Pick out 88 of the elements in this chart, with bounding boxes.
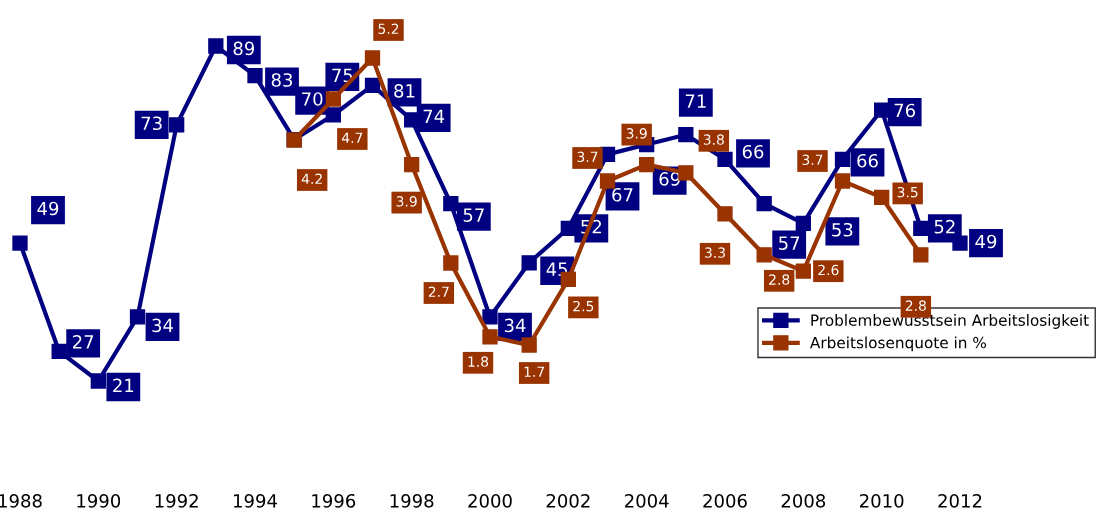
data-label: 3.5 bbox=[897, 186, 918, 198]
data-label: 2.6 bbox=[818, 264, 839, 276]
data-label: 3.3 bbox=[705, 247, 725, 258]
data-label: 2.5 bbox=[573, 300, 594, 312]
data-label: 34 bbox=[152, 318, 173, 333]
data-label: 89 bbox=[233, 41, 255, 56]
legend-label: Problembewusstsein Arbeitslosigkeit bbox=[811, 314, 1089, 329]
data-label: 57 bbox=[463, 208, 484, 222]
data-label: 53 bbox=[832, 222, 853, 237]
point bbox=[834, 173, 851, 189]
data-label: 3.9 bbox=[396, 196, 417, 207]
point bbox=[795, 215, 811, 231]
data-label: 73 bbox=[141, 116, 162, 131]
point bbox=[678, 165, 694, 181]
point bbox=[756, 196, 772, 212]
x-tick-label: 1992 bbox=[155, 493, 198, 508]
data-label: 21 bbox=[113, 378, 134, 392]
data-label: 1.7 bbox=[524, 366, 545, 377]
x-tick-label: 2012 bbox=[938, 493, 982, 508]
data-label: 66 bbox=[742, 144, 764, 159]
x-tick-label: 2000 bbox=[468, 493, 512, 508]
point bbox=[913, 220, 929, 236]
point bbox=[834, 151, 851, 167]
point bbox=[639, 156, 655, 173]
data-label: 4.2 bbox=[301, 173, 322, 184]
data-label: 81 bbox=[394, 83, 415, 98]
data-label: 3.7 bbox=[802, 154, 823, 166]
point bbox=[795, 263, 811, 279]
data-label: 57 bbox=[779, 236, 800, 250]
data-label: 3.8 bbox=[703, 134, 724, 145]
point bbox=[364, 50, 381, 66]
point bbox=[482, 309, 498, 325]
data-label: 52 bbox=[934, 219, 955, 234]
data-label: 83 bbox=[271, 73, 293, 87]
x-tick-label: 2010 bbox=[860, 493, 904, 508]
data-label: 2.7 bbox=[428, 286, 449, 297]
x-tick-label: 2002 bbox=[546, 493, 590, 508]
data-label: 76 bbox=[894, 103, 916, 118]
point bbox=[12, 235, 28, 251]
data-label: 67 bbox=[612, 187, 633, 202]
x-tick-label: 1990 bbox=[77, 493, 121, 508]
x-tick-label: 1998 bbox=[390, 493, 434, 508]
data-label: 2.8 bbox=[769, 274, 790, 285]
point bbox=[443, 196, 459, 212]
x-tick-label: 1988 bbox=[0, 493, 42, 508]
point bbox=[874, 102, 890, 118]
x-tick-label: 2004 bbox=[625, 493, 669, 508]
x-tick-label: 1996 bbox=[312, 493, 356, 508]
point bbox=[90, 373, 106, 389]
point bbox=[678, 127, 694, 143]
data-label: 71 bbox=[685, 94, 706, 108]
point bbox=[364, 77, 381, 94]
data-label: 34 bbox=[504, 318, 526, 333]
point bbox=[482, 329, 498, 345]
point bbox=[51, 343, 67, 360]
data-label: 27 bbox=[73, 335, 94, 349]
point bbox=[325, 91, 341, 107]
point bbox=[129, 309, 146, 325]
point bbox=[247, 67, 263, 84]
data-label: 3.9 bbox=[626, 128, 647, 139]
data-label: 70 bbox=[302, 92, 323, 106]
data-label: 3.7 bbox=[577, 151, 598, 163]
point bbox=[521, 337, 537, 353]
point bbox=[913, 247, 929, 263]
point bbox=[325, 107, 341, 123]
data-label: 1.8 bbox=[468, 356, 489, 367]
data-label: 66 bbox=[857, 153, 878, 168]
data-label: 4.7 bbox=[341, 132, 363, 143]
point bbox=[756, 247, 772, 263]
data-label: 2.8 bbox=[905, 300, 926, 311]
point bbox=[169, 117, 185, 133]
point bbox=[208, 38, 224, 54]
point bbox=[599, 173, 616, 189]
point bbox=[521, 255, 537, 271]
data-label: 74 bbox=[423, 109, 445, 123]
data-label: 5.2 bbox=[378, 23, 399, 35]
point bbox=[717, 206, 733, 222]
point bbox=[443, 255, 459, 271]
data-label: 69 bbox=[659, 172, 680, 186]
x-tick-label: 2008 bbox=[781, 493, 826, 508]
legend-label: Arbeitslosenquote in % bbox=[810, 336, 986, 352]
point bbox=[717, 151, 733, 167]
point bbox=[404, 156, 420, 173]
x-tick-label: 2006 bbox=[703, 493, 747, 508]
point bbox=[874, 189, 890, 206]
data-label: 49 bbox=[975, 234, 997, 249]
x-tick-label: 1994 bbox=[234, 493, 277, 508]
data-label: 49 bbox=[37, 201, 59, 216]
